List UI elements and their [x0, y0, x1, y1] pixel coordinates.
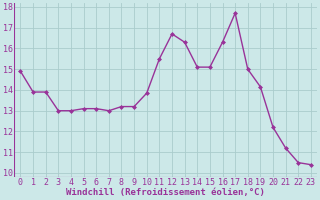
X-axis label: Windchill (Refroidissement éolien,°C): Windchill (Refroidissement éolien,°C) — [66, 188, 265, 197]
